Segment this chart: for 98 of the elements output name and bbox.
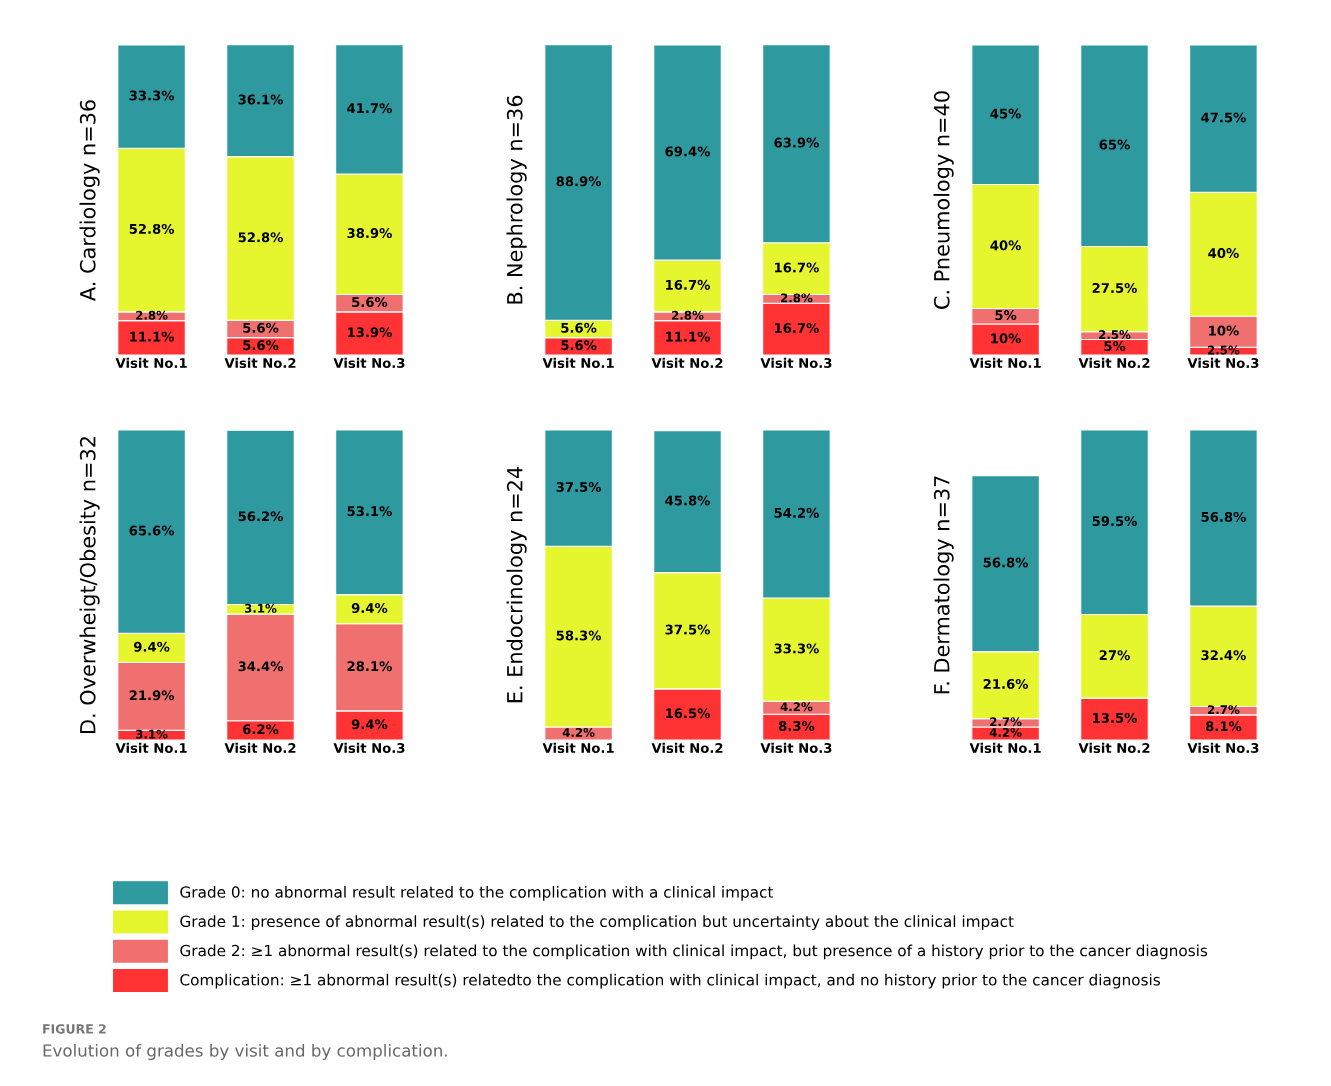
data-label: 54.2% (774, 507, 819, 518)
data-label: 88.9% (556, 176, 602, 187)
data-label: 40% (1208, 248, 1239, 259)
data-label: 13.9% (348, 327, 392, 338)
x-tick-label: Visit No.3 (760, 357, 832, 368)
legend-label: Grade 0: no abnormal result related to the complication with a clinical impact (180, 885, 774, 901)
text: Evolution of grades by visit and by complication. (43, 1043, 447, 1061)
data-label: 53.1% (347, 506, 392, 517)
y-axis-title: C. Pneumology n=40 (933, 91, 954, 309)
y-axis-title: D. Overwheigt/Obesity n=32 (79, 437, 100, 733)
x-tick-label: Visit No.2 (1078, 357, 1150, 368)
data-label: 10% (991, 333, 1021, 344)
data-label: 2.7% (990, 717, 1022, 727)
data-label: 56.8% (1201, 511, 1246, 522)
data-label: 8.3% (778, 720, 815, 731)
legend-label: Grade 1: presence of abnormal result(s) related to the complication but uncertainty about the clinical impact (180, 915, 1014, 931)
x-tick-label: Visit No.3 (760, 742, 832, 753)
data-label: 36.1% (238, 94, 283, 105)
legend-label: Grade 2: ≥1 abnormal result(s) related to the complication with clinical impact, but presence of a history prior to the cancer diagnosis (180, 944, 1208, 960)
data-label: 69.4% (665, 146, 710, 157)
y-axis-title: A. Cardiology n=36 (79, 100, 100, 301)
x-tick-label: Visit No.3 (1187, 742, 1259, 753)
data-label: 2.8% (780, 293, 813, 303)
data-label: 40% (990, 240, 1021, 251)
data-label: 4.2% (989, 727, 1022, 737)
data-label: 11.1% (130, 331, 175, 342)
data-label: 10% (1209, 325, 1239, 336)
data-label: 4.2% (780, 702, 813, 712)
data-label: 56.2% (238, 511, 283, 522)
data-label: 56.8% (983, 557, 1029, 568)
data-label: 52.8% (129, 223, 175, 234)
x-tick-label: Visit No.2 (224, 357, 296, 368)
data-label: 27% (1099, 650, 1130, 661)
data-label: 32.4% (1201, 650, 1246, 661)
data-label: 2.7% (1207, 705, 1240, 715)
y-axis-title: F. Dermatology n=37 (933, 476, 954, 694)
data-label: 13.5% (1093, 712, 1137, 723)
data-label: 65.6% (129, 525, 175, 536)
data-label: 5.6% (561, 322, 597, 333)
x-tick-label: Visit No.3 (333, 742, 405, 753)
x-tick-label: Visit No.2 (224, 742, 296, 753)
data-label: 41.7% (347, 103, 392, 114)
x-tick-label: Visit No.1 (969, 357, 1041, 368)
x-tick-label: Visit No.1 (542, 742, 614, 753)
data-label: 9.4% (351, 603, 388, 614)
data-label: 21.9% (129, 690, 175, 701)
data-label: 2.8% (672, 310, 704, 320)
data-label: 3.1% (244, 603, 277, 613)
data-label: 16.7% (775, 262, 819, 273)
data-label: 2.5% (1099, 330, 1131, 340)
data-label: 11.1% (666, 331, 710, 342)
data-label: 5.6% (561, 340, 597, 351)
data-label: 38.9% (347, 228, 392, 239)
data-label: 9.4% (133, 641, 170, 652)
data-label: 37.5% (665, 624, 710, 635)
data-label: 47.5% (1201, 112, 1246, 123)
data-label: 5.6% (243, 340, 279, 351)
data-label: 8.1% (1205, 721, 1242, 732)
data-label: 3.1% (135, 729, 168, 739)
data-label: 59.5% (1092, 516, 1137, 527)
x-tick-label: Visit No.3 (333, 357, 405, 368)
data-label: 65% (1099, 139, 1130, 150)
x-tick-label: Visit No.2 (651, 357, 723, 368)
x-tick-label: Visit No.3 (1187, 357, 1259, 368)
data-label: 5% (995, 310, 1017, 321)
data-label: 5.6% (352, 297, 388, 308)
data-label: 2.8% (136, 310, 168, 320)
caption: FIGURE 2 (43, 1024, 106, 1034)
data-label: 45% (990, 108, 1021, 119)
data-label: 9.4% (351, 719, 388, 730)
data-label: 6.2% (243, 724, 279, 735)
data-label: 52.8% (238, 232, 283, 243)
x-tick-label: Visit No.2 (651, 742, 723, 753)
y-axis-title: E. Endocrinology n=24 (506, 466, 527, 703)
data-label: 5% (1104, 341, 1126, 352)
data-label: 16.7% (666, 279, 710, 290)
data-label: 4.2% (562, 727, 595, 737)
data-label: 16.5% (666, 708, 710, 719)
data-label: 34.4% (238, 661, 283, 672)
data-label: 63.9% (774, 137, 819, 148)
legend-label: Complication: ≥1 abnormal result(s) relatedto the complication with clinical impact, and no history prior to the cancer diagnosis (180, 973, 1160, 989)
x-tick-label: Visit No.1 (542, 357, 614, 368)
x-tick-label: Visit No.1 (115, 742, 187, 753)
data-label: 28.1% (347, 661, 392, 672)
data-label: 33.3% (129, 90, 175, 101)
y-axis-title: B. Nephrology n=36 (506, 95, 527, 304)
x-tick-label: Visit No.1 (115, 357, 187, 368)
data-label: 2.5% (1207, 345, 1240, 355)
data-label: 58.3% (556, 630, 602, 641)
data-label: 21.6% (983, 678, 1029, 689)
x-tick-label: Visit No.2 (1078, 742, 1150, 753)
x-tick-label: Visit No.1 (969, 742, 1041, 753)
data-label: 27.5% (1092, 282, 1137, 293)
data-label: 33.3% (774, 643, 819, 654)
data-label: 45.8% (665, 495, 710, 506)
data-label: 37.5% (556, 481, 602, 492)
data-label: 16.7% (775, 322, 819, 333)
data-label: 5.6% (243, 322, 279, 333)
